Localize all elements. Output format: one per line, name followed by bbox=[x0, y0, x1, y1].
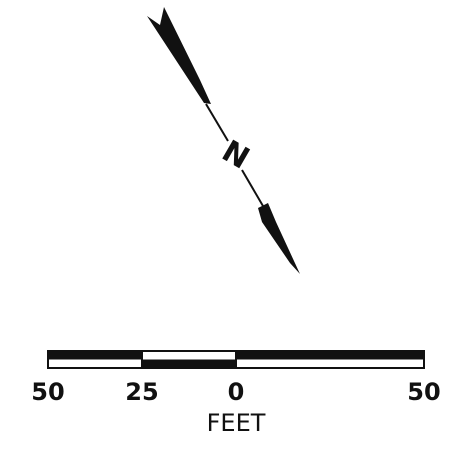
scale-tick-label-25: 25 bbox=[125, 378, 158, 406]
scale-bar-segment-25-0-bottom bbox=[142, 359, 236, 368]
scale-bar bbox=[47, 350, 425, 369]
north-arrow: N bbox=[147, 7, 300, 274]
scale-tick-label-left-50: 50 bbox=[31, 378, 64, 406]
scale-units-label: FEET bbox=[207, 409, 266, 437]
north-arrow-lower-head bbox=[258, 203, 300, 274]
scale-bar-segment-0-50-top bbox=[236, 351, 424, 360]
north-letter: N bbox=[216, 134, 255, 177]
scale-tick-label-right-50: 50 bbox=[407, 378, 440, 406]
scale-tick-label-0: 0 bbox=[228, 378, 245, 406]
north-arrow-upper-spear bbox=[147, 7, 211, 104]
north-arrow-lower-shaft bbox=[241, 169, 264, 207]
scale-bar-segment-50-25-top bbox=[48, 351, 142, 360]
north-arrow-upper-shaft bbox=[205, 103, 229, 142]
